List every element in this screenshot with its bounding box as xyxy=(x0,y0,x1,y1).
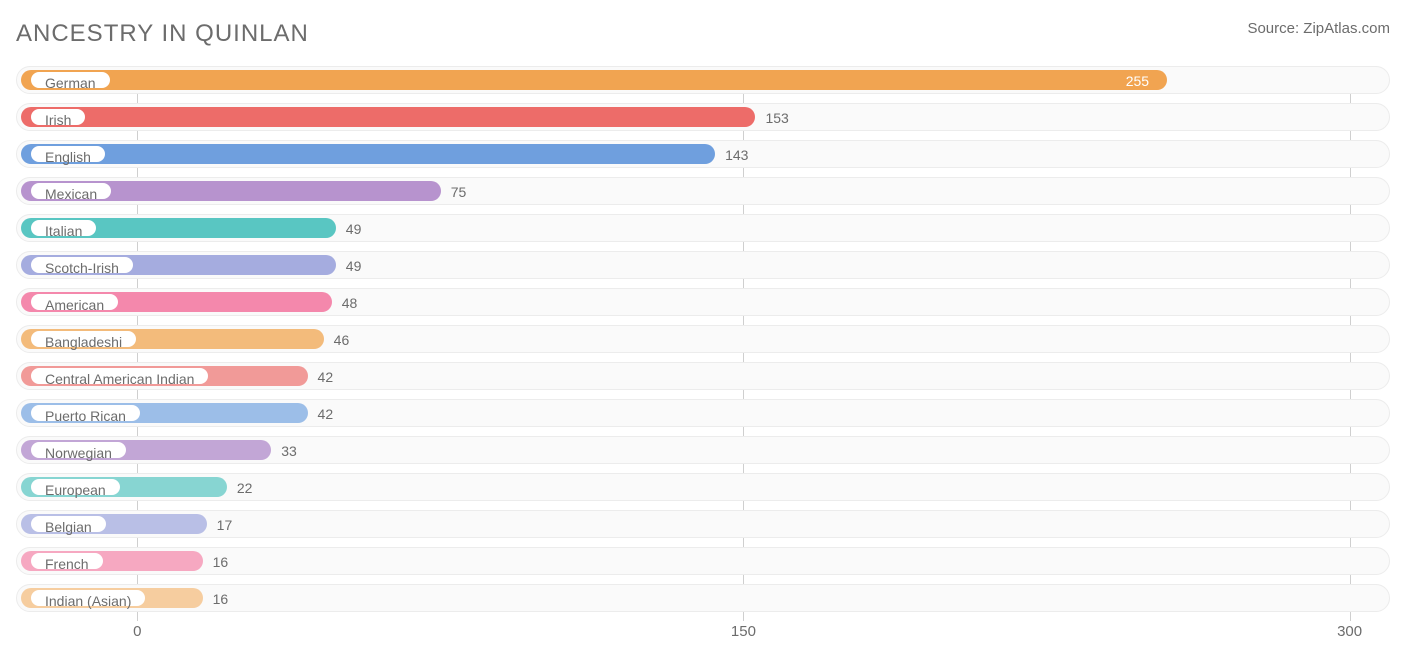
bar-label: German xyxy=(29,70,112,90)
bar-label: Italian xyxy=(29,218,98,238)
bar-value: 46 xyxy=(324,326,350,352)
bar-value: 75 xyxy=(441,178,467,204)
x-tick-label: 300 xyxy=(1337,623,1362,640)
ancestry-chart: ANCESTRY IN QUINLAN Source: ZipAtlas.com… xyxy=(0,0,1406,653)
bar-value: 22 xyxy=(227,474,253,500)
bar-label: English xyxy=(29,144,107,164)
chart-header: ANCESTRY IN QUINLAN Source: ZipAtlas.com xyxy=(16,20,1390,48)
bar-row: Scotch-Irish 49 xyxy=(16,251,1390,279)
bar-row: Central American Indian 42 xyxy=(16,362,1390,390)
bar-label: Central American Indian xyxy=(29,366,210,386)
bar-value: 17 xyxy=(207,511,233,537)
bar-label: French xyxy=(29,551,105,571)
bar-row: Italian 49 xyxy=(16,214,1390,242)
bar-value: 16 xyxy=(203,585,229,611)
bar-value: 48 xyxy=(332,289,358,315)
bar-value: 42 xyxy=(308,400,334,426)
bar xyxy=(21,107,755,127)
chart-source: Source: ZipAtlas.com xyxy=(1247,20,1390,37)
x-tick-label: 0 xyxy=(133,623,141,640)
bar-value: 143 xyxy=(715,141,748,167)
bar-row: German 255 xyxy=(16,66,1390,94)
bar-label: Mexican xyxy=(29,181,113,201)
bar xyxy=(21,70,1167,90)
bar-value: 153 xyxy=(755,104,788,130)
bar-row: Norwegian 33 xyxy=(16,436,1390,464)
bar-value: 42 xyxy=(308,363,334,389)
bar-row: American 48 xyxy=(16,288,1390,316)
bar-value: 16 xyxy=(203,548,229,574)
bar-row: French 16 xyxy=(16,547,1390,575)
bar-row: Indian (Asian) 16 xyxy=(16,584,1390,612)
bar-label: Norwegian xyxy=(29,440,128,460)
x-axis: 0 150 300 xyxy=(16,621,1390,645)
bar-label: Belgian xyxy=(29,514,108,534)
bar-label: European xyxy=(29,477,122,497)
bar-row: English 143 xyxy=(16,140,1390,168)
bar-label: Indian (Asian) xyxy=(29,588,147,608)
bar-row: Irish 153 xyxy=(16,103,1390,131)
bar-row: Puerto Rican 42 xyxy=(16,399,1390,427)
bar-label: Bangladeshi xyxy=(29,329,138,349)
x-tick-label: 150 xyxy=(731,623,756,640)
bar-label: American xyxy=(29,292,120,312)
bar-label: Irish xyxy=(29,107,87,127)
bar-row: Mexican 75 xyxy=(16,177,1390,205)
bar xyxy=(21,144,715,164)
bar-row: European 22 xyxy=(16,473,1390,501)
bar-row: Bangladeshi 46 xyxy=(16,325,1390,353)
bars-container: German 255 Irish 153 English 143 Mexican 75 Ital… xyxy=(16,66,1390,612)
bar-value: 33 xyxy=(271,437,297,463)
plot-area: German 255 Irish 153 English 143 Mexican 75 Ital… xyxy=(16,66,1390,645)
bar-label: Scotch-Irish xyxy=(29,255,135,275)
bar-label: Puerto Rican xyxy=(29,403,142,423)
bar-value: 49 xyxy=(336,252,362,278)
chart-title: ANCESTRY IN QUINLAN xyxy=(16,20,309,48)
bar-value: 49 xyxy=(336,215,362,241)
bar-row: Belgian 17 xyxy=(16,510,1390,538)
bar-value: 255 xyxy=(1126,67,1149,93)
